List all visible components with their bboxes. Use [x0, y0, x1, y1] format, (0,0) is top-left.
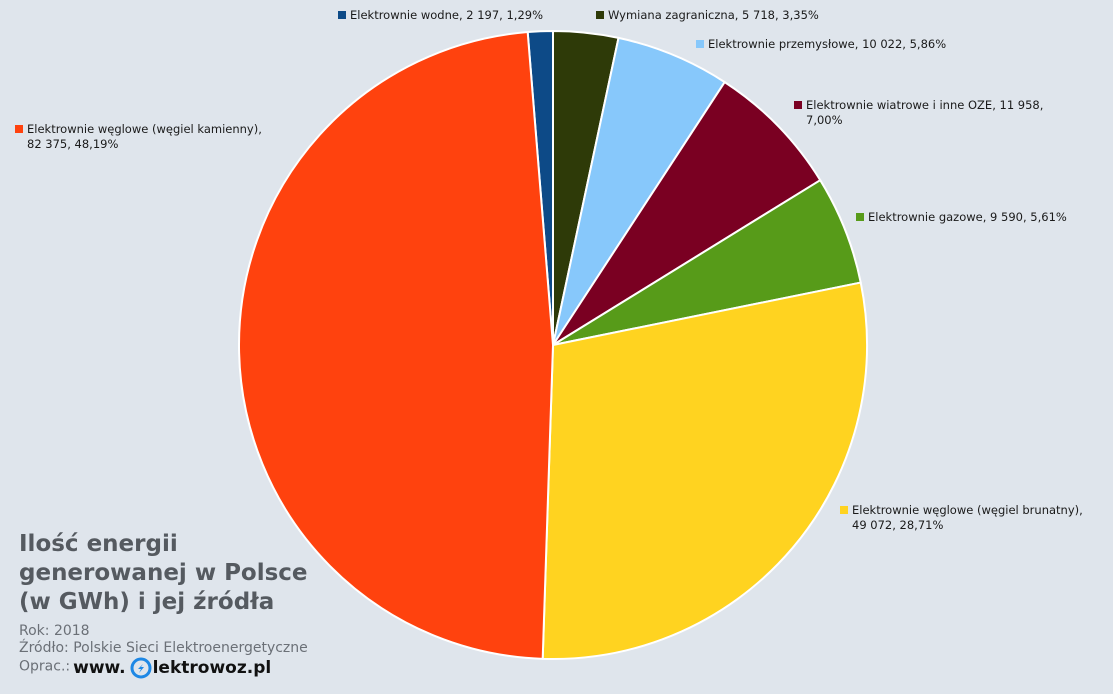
chart-title: Ilość energii generowanej w Polsce (w GW… — [19, 531, 308, 615]
author-prefix: Oprac.: — [19, 658, 71, 675]
legend-label-kamienny: Elektrownie węglowe (węgiel kamienny), 8… — [15, 122, 262, 152]
author-line: Oprac.: www. lektrowoz.pl — [19, 657, 339, 679]
legend-swatch-kamienny — [15, 125, 23, 133]
legend-swatch-gazowe — [856, 213, 864, 221]
legend-label-wodne: Elektrownie wodne, 2 197, 1,29% — [338, 8, 543, 23]
legend-label-przemyslowe: Elektrownie przemysłowe, 10 022, 5,86% — [696, 37, 946, 52]
pie-slice-brunatny — [541, 281, 868, 660]
chart-caption: Ilość energii generowanej w Polsce (w GW… — [19, 530, 339, 679]
legend-label-wymiana: Wymiana zagraniczna, 5 718, 3,35% — [596, 8, 819, 23]
brand-logo[interactable]: www. lektrowoz.pl — [73, 657, 272, 679]
legend-swatch-wiatrowe — [794, 101, 802, 109]
legend-swatch-wymiana — [596, 11, 604, 19]
legend-swatch-wodne — [338, 11, 346, 19]
legend-swatch-przemyslowe — [696, 40, 704, 48]
plug-logo-icon — [130, 657, 152, 679]
pie-slice-wiatrowe — [552, 81, 822, 346]
legend-swatch-brunatny — [840, 506, 848, 514]
legend-label-gazowe: Elektrownie gazowe, 9 590, 5,61% — [856, 210, 1067, 225]
legend-label-wiatrowe: Elektrownie wiatrowe i inne OZE, 11 958,… — [794, 98, 1043, 128]
source-text: Źródło: Polskie Sieci Elektroenergetyczn… — [19, 640, 308, 656]
pie-slice-kamienny — [238, 31, 554, 660]
chart-meta: Rok: 2018 Źródło: Polskie Sieci Elektroe… — [19, 623, 339, 679]
legend-label-brunatny: Elektrownie węglowe (węgiel brunatny), 4… — [840, 503, 1083, 533]
year-text: Rok: 2018 — [19, 623, 90, 639]
